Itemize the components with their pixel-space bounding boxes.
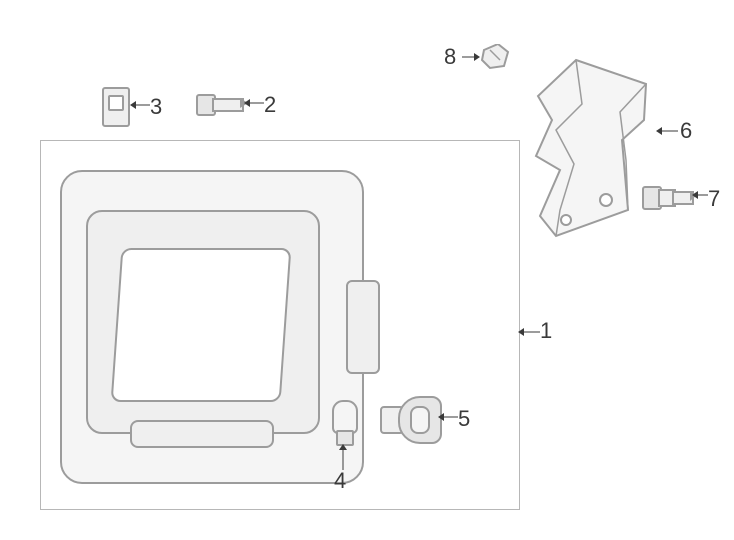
callout-label-6: 6 xyxy=(680,118,692,144)
callout-arrow-5 xyxy=(438,410,458,424)
headlamp-assembly xyxy=(60,170,360,480)
mount-bracket xyxy=(516,60,666,240)
callout-label-8: 8 xyxy=(444,44,456,70)
callout-arrow-1 xyxy=(518,324,540,340)
callout-label-1: 1 xyxy=(540,318,552,344)
bulb xyxy=(328,400,358,444)
callout-label-7: 7 xyxy=(708,186,720,212)
callout-arrow-2 xyxy=(244,96,264,110)
callout-arrow-6 xyxy=(656,124,678,138)
callout-arrow-8 xyxy=(462,50,480,64)
retainer xyxy=(480,44,510,70)
callout-label-3: 3 xyxy=(150,94,162,120)
socket xyxy=(380,392,438,444)
callout-arrow-3 xyxy=(130,98,150,112)
diagram-canvas: 1 2 3 4 5 6 7 8 xyxy=(0,0,734,540)
clip xyxy=(98,87,130,123)
screw xyxy=(196,92,246,114)
callout-arrow-7 xyxy=(692,188,708,202)
callout-label-4: 4 xyxy=(334,468,346,494)
callout-arrow-4 xyxy=(336,444,350,470)
callout-label-5: 5 xyxy=(458,406,470,432)
callout-label-2: 2 xyxy=(264,92,276,118)
bolt xyxy=(642,185,694,207)
